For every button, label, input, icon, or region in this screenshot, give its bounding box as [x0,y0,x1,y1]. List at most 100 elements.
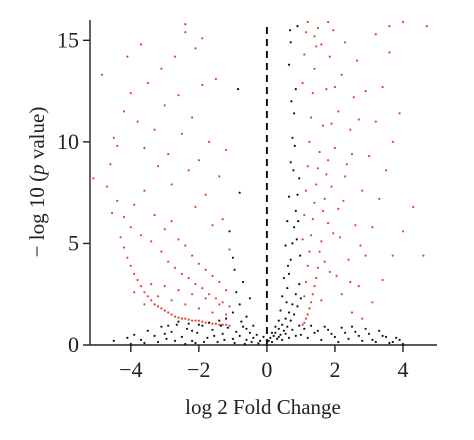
significant-point [150,240,153,243]
non-significant-point [381,334,384,337]
non-significant-point [293,112,296,115]
significant-point [116,144,119,147]
non-significant-point [296,193,299,196]
significant-point [327,222,330,225]
significant-point [197,319,200,322]
non-significant-point [290,100,293,103]
significant-point [221,301,224,304]
significant-point [204,193,207,196]
significant-point [184,23,187,26]
non-significant-point [306,336,309,339]
non-significant-point [184,342,187,346]
significant-point [218,303,221,306]
non-significant-point [248,331,251,334]
non-significant-point [252,336,255,339]
non-significant-point [243,342,246,346]
significant-point [304,31,308,34]
significant-point [318,250,321,253]
significant-point [153,213,156,217]
significant-point [156,295,160,298]
significant-point [225,148,228,152]
non-significant-point [187,322,190,325]
significant-point [173,55,177,58]
significant-point [173,315,177,318]
non-significant-point [391,340,394,344]
significant-point [325,173,328,176]
non-significant-point [206,336,209,339]
significant-point [359,244,362,247]
non-significant-point [211,328,214,331]
significant-point [129,226,132,229]
x-axis-title: log 2 Fold Change [185,395,341,419]
significant-point [191,254,194,257]
non-significant-point [284,244,287,247]
y-axis-title-suffix: value) [25,107,49,165]
significant-point [349,280,352,284]
non-significant-point [233,341,236,345]
significant-point [303,321,306,324]
significant-point [316,27,319,30]
significant-point [139,234,143,237]
significant-point [381,85,384,89]
significant-point [116,199,119,202]
significant-point [218,175,221,178]
significant-point [208,293,211,296]
significant-point [153,303,156,306]
non-significant-point [194,341,197,345]
non-significant-point [202,340,206,344]
non-significant-point [293,144,296,147]
non-significant-point [160,325,163,328]
significant-point [350,153,354,156]
significant-point [184,244,187,247]
non-significant-point [208,321,211,324]
significant-point [129,92,132,95]
non-significant-point [281,323,284,326]
non-significant-point [320,338,323,341]
significant-point [356,59,359,62]
non-significant-point [226,326,229,329]
significant-point [316,266,319,269]
non-significant-point [281,295,284,298]
significant-point [146,295,149,298]
non-significant-point [173,339,177,342]
significant-point [304,280,308,284]
significant-point [345,163,348,166]
non-significant-point [299,297,302,300]
significant-point [330,122,333,125]
non-significant-point [276,337,279,340]
non-significant-point [277,319,280,322]
non-significant-point [298,324,301,327]
non-significant-point [296,305,299,308]
significant-point [333,85,336,89]
y-tick-label: 10 [57,129,79,154]
non-significant-point [231,337,234,340]
non-significant-point [270,331,274,334]
non-significant-point [216,340,219,344]
non-significant-point [238,303,241,306]
non-significant-point [297,220,300,223]
non-significant-point [245,338,248,341]
significant-point [228,324,231,327]
significant-point [308,250,311,253]
non-significant-point [350,325,354,328]
non-significant-point [296,25,299,28]
significant-point [218,323,221,326]
significant-point [316,167,319,170]
non-significant-point [299,333,302,336]
significant-point [170,313,173,316]
non-significant-point [333,335,336,338]
significant-point [163,285,166,288]
significant-point [310,234,313,237]
significant-point [320,240,323,243]
non-significant-point [374,340,377,344]
y-tick-label: 15 [57,27,79,52]
non-significant-point [354,330,357,333]
significant-point [139,43,143,46]
non-significant-point [279,333,282,336]
significant-point [398,112,401,115]
non-significant-point [250,340,253,344]
significant-point [330,185,333,188]
y-tick-label: 5 [68,230,79,255]
non-significant-point [270,340,274,344]
